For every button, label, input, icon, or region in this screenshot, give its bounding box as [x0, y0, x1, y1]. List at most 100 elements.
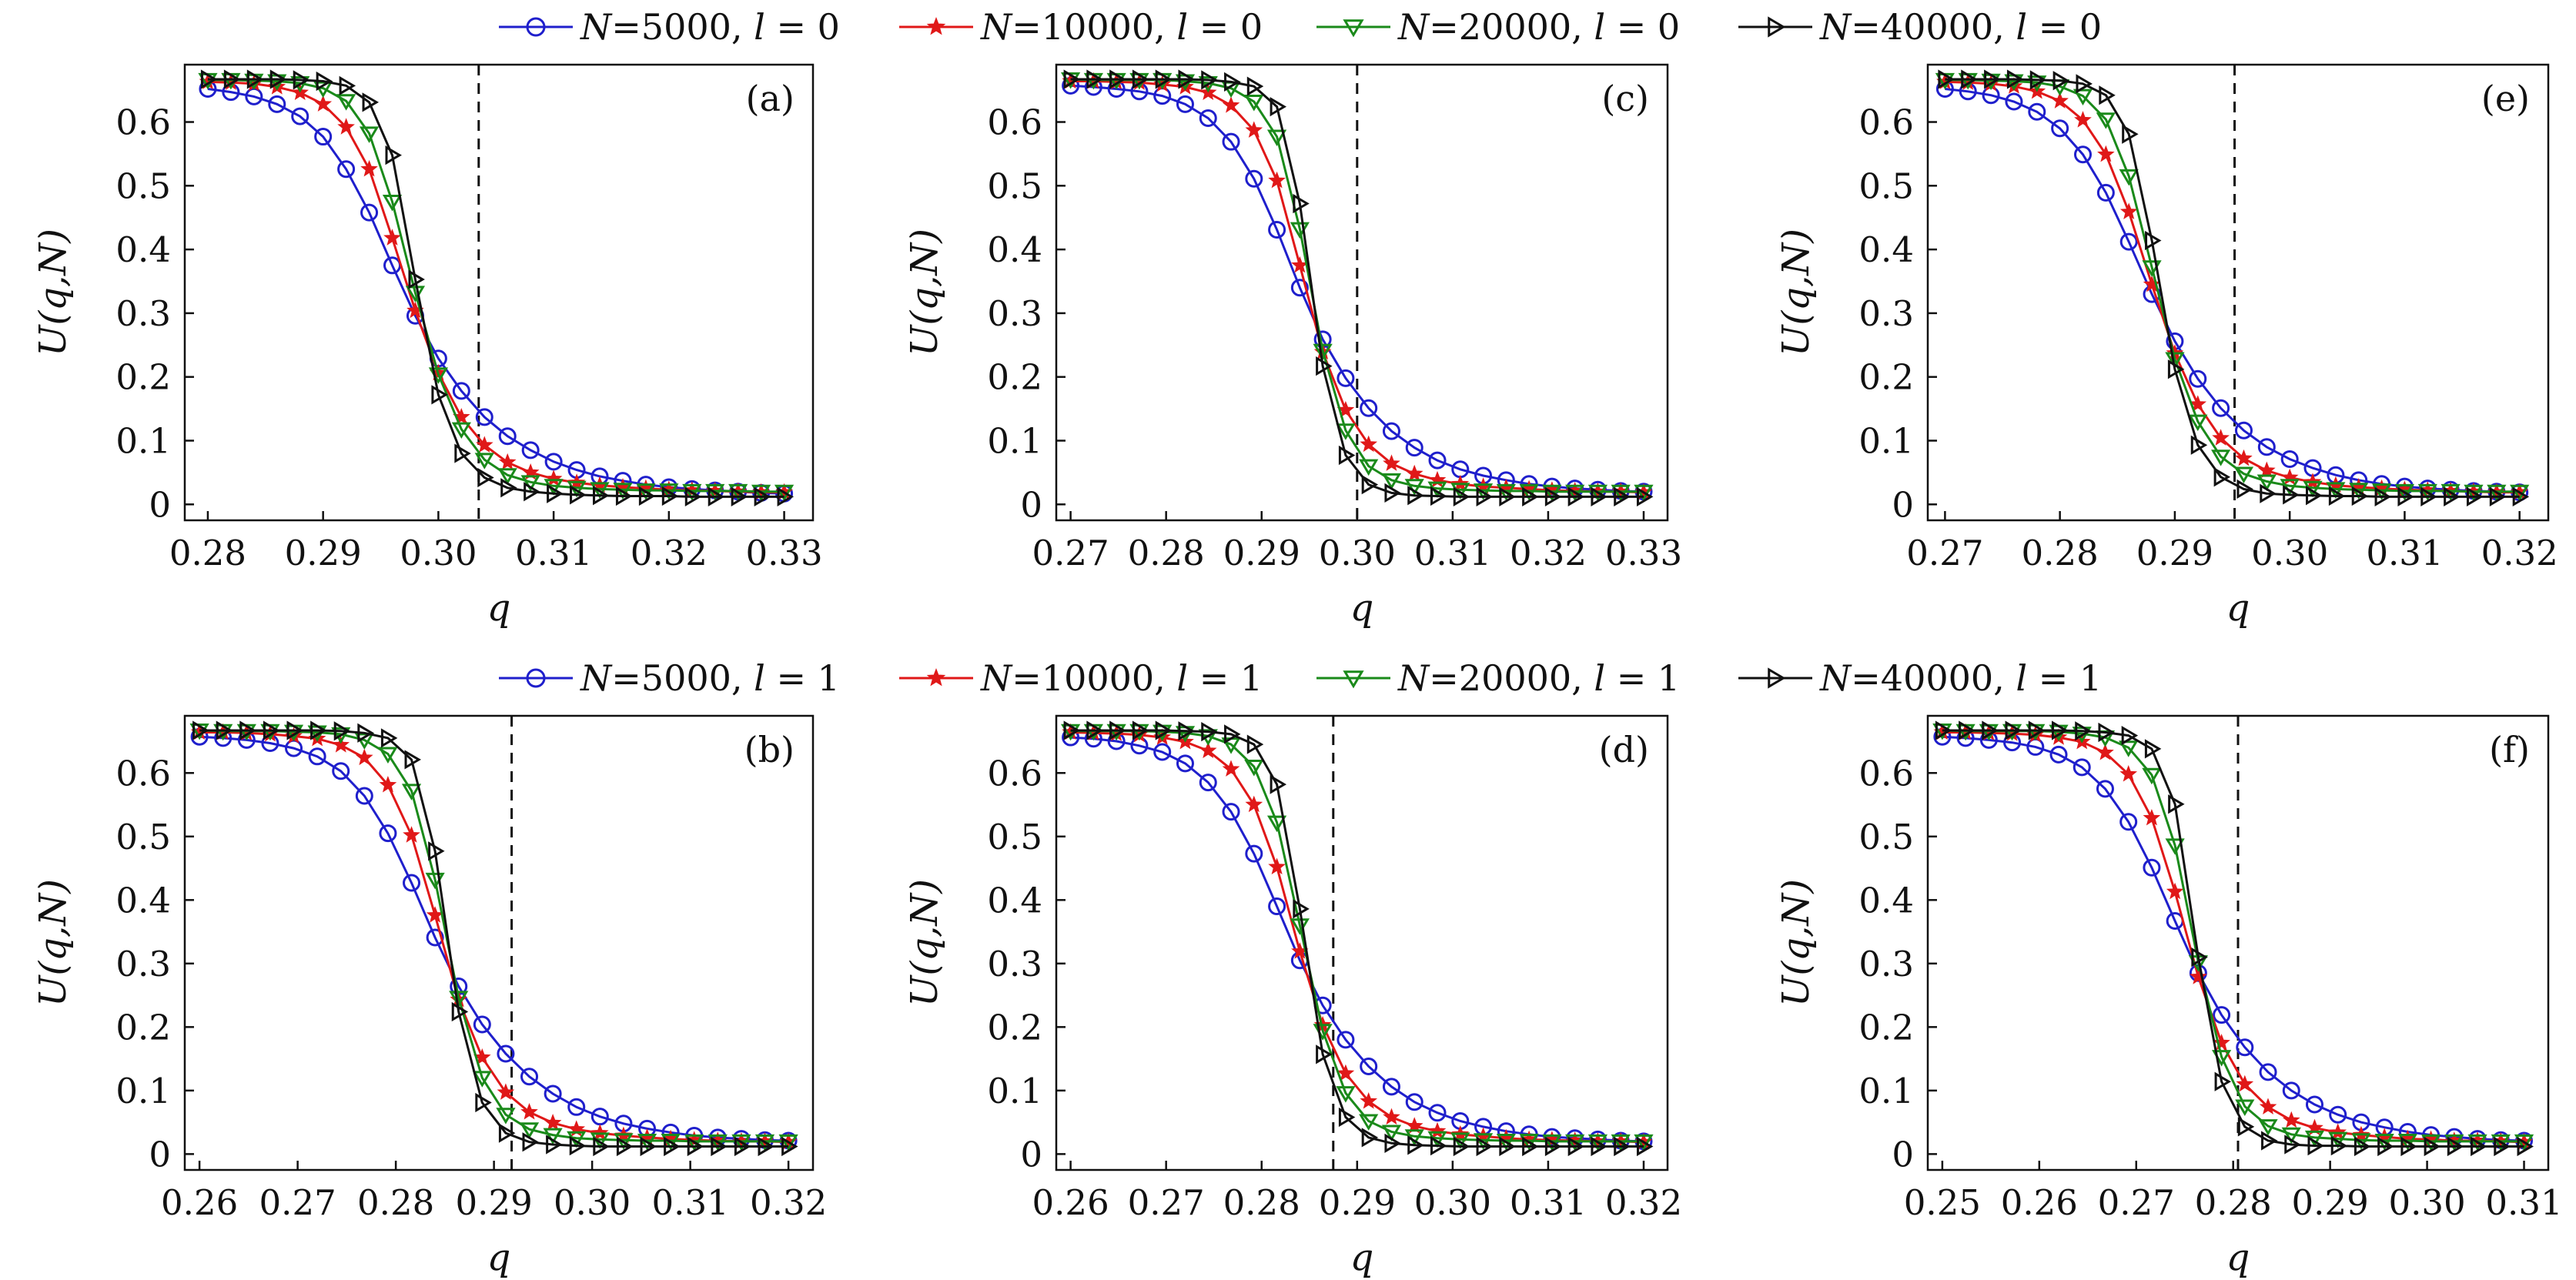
x-tick-label: 0.31: [2366, 533, 2443, 573]
x-tick-label: 0.30: [1319, 533, 1396, 573]
data-point: [567, 1098, 586, 1116]
data-point: [569, 1136, 587, 1156]
series-line: [207, 79, 785, 493]
x-axis-label: q: [1350, 587, 1374, 630]
legend-marker: [926, 16, 946, 35]
legend-label-name: N: [1398, 6, 1430, 48]
data-point: [2259, 1098, 2277, 1115]
data-point: [751, 484, 771, 502]
data-point: [1224, 724, 1241, 744]
data-point: [2424, 1136, 2441, 1157]
y-tick-label: 0.5: [115, 165, 171, 206]
y-tick-label: 0.4: [987, 880, 1042, 921]
legend-label-l: l: [1594, 657, 1606, 699]
legend-marker: [526, 668, 546, 688]
y-tick-label: 0.4: [1858, 880, 1914, 921]
data-point: [2165, 352, 2185, 369]
x-tick-label: 0.29: [1223, 533, 1300, 573]
data-point: [1407, 486, 1424, 506]
y-tick-label: 0.5: [1858, 817, 1914, 857]
data-point: [1153, 743, 1172, 761]
y-tick-label: 0.3: [115, 944, 171, 984]
data-point: [382, 195, 403, 212]
data-point: [401, 784, 422, 800]
legend-label-sep: ,: [731, 6, 754, 48]
data-point: [1382, 1078, 1400, 1096]
x-tick-label: 0.26: [1032, 1182, 1109, 1223]
data-point: [1428, 1121, 1447, 1139]
legend-label-lv: 0: [1239, 6, 1263, 48]
data-point: [1405, 439, 1423, 457]
series-line: [207, 80, 785, 494]
y-tick-label: 0.1: [115, 1071, 171, 1111]
x-tick-label: 0.29: [285, 533, 362, 573]
data-point: [616, 1136, 634, 1157]
data-point: [332, 736, 350, 753]
data-point: [1982, 720, 1999, 740]
y-tick-label: 0.3: [115, 293, 171, 334]
data-point: [332, 762, 350, 780]
data-point: [2517, 1136, 2534, 1157]
series-0: [190, 727, 798, 1150]
data-point: [192, 720, 209, 740]
data-point: [1634, 484, 1654, 502]
y-tick-label: 0.3: [987, 944, 1042, 984]
legend-label-eq2: =: [1188, 657, 1240, 699]
data-point: [2073, 89, 2093, 106]
series-3: [1063, 69, 1654, 506]
legend-label-n: 40000: [1880, 657, 1994, 699]
data-point: [2494, 1136, 2511, 1157]
data-point: [2489, 486, 2507, 506]
plot-frame: [1926, 63, 2550, 522]
data-point: [520, 1068, 539, 1086]
data-point: [1201, 722, 1218, 742]
data-point: [2467, 1134, 2487, 1151]
y-tick-label: 0.6: [987, 753, 1042, 794]
data-point: [2420, 1134, 2441, 1151]
data-point: [1316, 356, 1333, 376]
data-point: [379, 824, 397, 843]
chart-panel: 0.26 0.27 0.28 0.29 0.30 0.31 0.32 0 0.1 0.2 0.3 0.…: [32, 714, 827, 1279]
data-point: [498, 427, 517, 446]
legend-label-sep: ,: [1154, 657, 1177, 699]
data-point: [1337, 369, 1355, 387]
data-point: [1222, 96, 1240, 113]
y-tick-label: 0.5: [1858, 165, 1914, 206]
data-point: [2491, 1134, 2511, 1151]
data-point: [2447, 1136, 2464, 1157]
data-point: [1591, 1136, 1607, 1157]
data-point: [1199, 774, 1217, 792]
y-axis-label: U(q,N): [32, 229, 75, 356]
data-point: [1270, 97, 1287, 117]
data-point: [1382, 422, 1400, 440]
data-point: [1336, 1086, 1356, 1103]
legend-label-lv: 1: [2079, 657, 2103, 699]
data-point: [2145, 230, 2162, 251]
data-point: [1244, 760, 1264, 777]
data-point: [708, 486, 725, 506]
data-point: [682, 483, 702, 501]
data-point: [1224, 72, 1241, 92]
data-point: [379, 776, 397, 793]
legend-label-name: N: [580, 6, 612, 48]
legend-swatch: [499, 668, 573, 688]
y-tick-label: 0.2: [987, 357, 1042, 398]
data-point: [2235, 1099, 2255, 1116]
legend-label-eq2: =: [2027, 657, 2079, 699]
data-point: [1587, 484, 1608, 502]
data-point: [2049, 745, 2068, 764]
panel-label: (c): [1601, 78, 1649, 119]
data-point: [2257, 438, 2276, 456]
x-tick-label: 0.28: [169, 533, 246, 573]
data-point: [2417, 483, 2437, 501]
data-point: [1201, 70, 1218, 90]
data-point: [1266, 815, 1287, 833]
legend-label-sep: ,: [1571, 657, 1594, 699]
data-point: [473, 1015, 491, 1034]
data-point: [731, 486, 748, 506]
data-point: [1293, 193, 1310, 214]
data-point: [1542, 484, 1562, 502]
data-point: [498, 1123, 516, 1143]
data-point: [1360, 1057, 1378, 1075]
